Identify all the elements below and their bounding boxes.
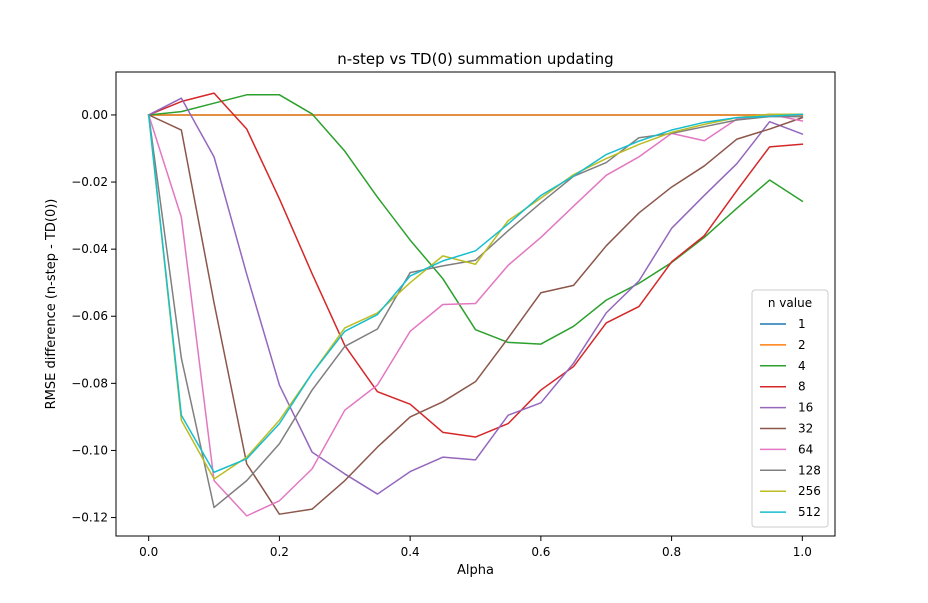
- series-line-4: [147, 94, 804, 345]
- legend-label-4: 4: [798, 359, 806, 373]
- legend-label-512: 512: [798, 505, 821, 519]
- legend-label-2: 2: [798, 338, 806, 352]
- x-axis: 0.0 0.2 0.4 0.6 0.8 1.0: [139, 536, 812, 559]
- y-tick-label: −0.08: [71, 376, 108, 390]
- x-tick-label: 0.6: [531, 545, 550, 559]
- series-layer: [147, 92, 804, 517]
- y-tick-label: −0.12: [71, 511, 108, 525]
- y-tick-label: 0.00: [81, 108, 108, 122]
- y-tick-label: −0.06: [71, 309, 108, 323]
- x-axis-label: Alpha: [457, 563, 494, 578]
- legend-label-1: 1: [798, 317, 806, 331]
- x-tick-label: 1.0: [793, 545, 812, 559]
- x-tick-label: 0.2: [270, 545, 289, 559]
- legend-label-16: 16: [798, 401, 813, 415]
- chart-title: n-step vs TD(0) summation updating: [337, 50, 613, 68]
- plot-area-frame: [115, 71, 836, 537]
- series-line-64: [147, 113, 804, 517]
- x-tick-label: 0.4: [401, 545, 420, 559]
- series-line-256: [147, 113, 804, 480]
- y-axis-label: RMSE difference (n-step - TD(0)): [44, 199, 59, 410]
- legend: n value 1 2 4 8 16 32 64 128 256 512: [751, 289, 829, 528]
- y-axis: 0.00 −0.02 −0.04 −0.06 −0.08 −0.10 −0.12: [71, 108, 116, 525]
- y-tick-label: −0.10: [71, 443, 108, 457]
- x-tick-label: 0.8: [662, 545, 681, 559]
- series-line-512: [147, 113, 804, 473]
- series-line-32: [147, 113, 804, 515]
- y-tick-label: −0.04: [71, 242, 108, 256]
- legend-label-32: 32: [798, 422, 813, 436]
- x-tick-label: 0.0: [139, 545, 158, 559]
- series-line-8: [147, 92, 804, 438]
- y-tick-label: −0.02: [71, 175, 108, 189]
- legend-box: [751, 289, 829, 528]
- legend-title: n value: [768, 296, 812, 310]
- legend-label-256: 256: [798, 484, 821, 498]
- legend-label-128: 128: [798, 463, 821, 477]
- legend-label-64: 64: [798, 442, 813, 456]
- legend-label-8: 8: [798, 380, 806, 394]
- series-line-16: [147, 97, 804, 495]
- series-line-128: [147, 114, 804, 509]
